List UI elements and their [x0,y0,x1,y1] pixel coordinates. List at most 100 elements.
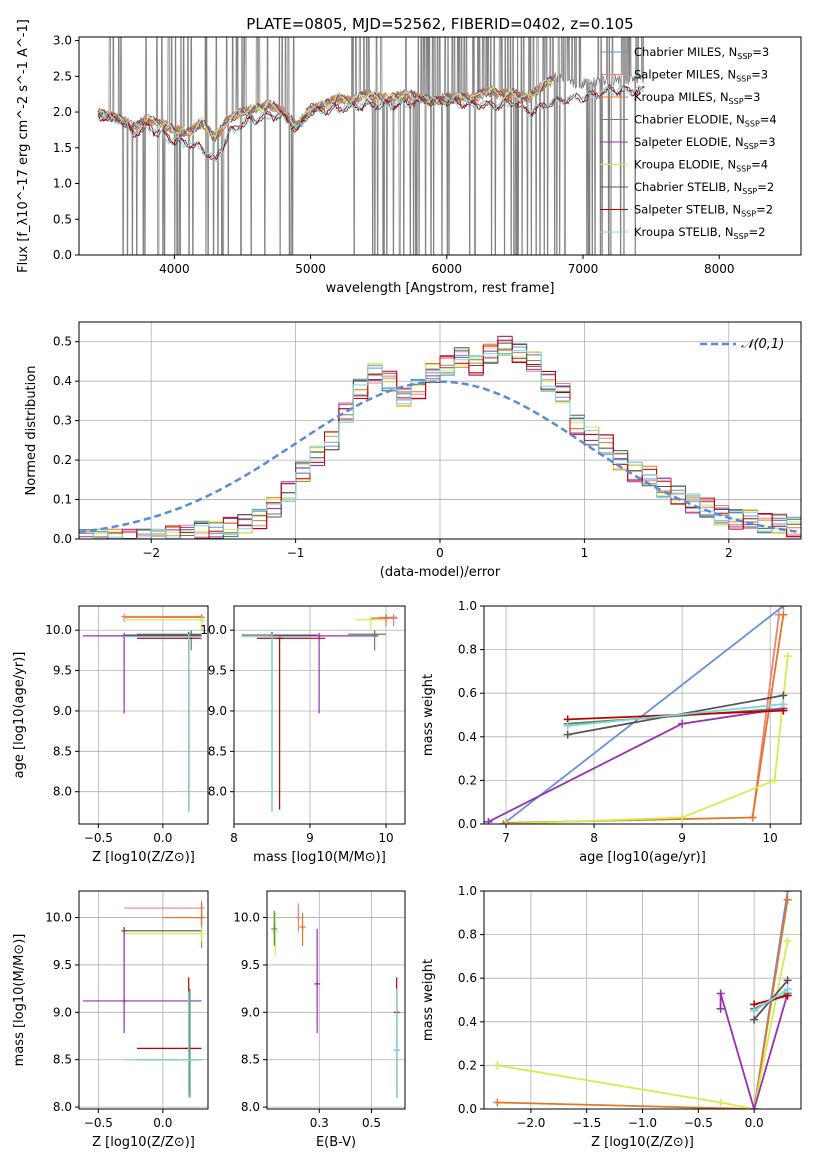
y-tick-label: 9.0 [53,1005,72,1019]
marker-salpeter_miles [295,914,302,921]
marker-kroupa_stelib [185,1056,192,1063]
weight-line-salpeter_elodie [719,993,789,1109]
x-tick-label: 10 [378,831,393,845]
weight-marker-kroupa_elodie [770,776,779,785]
normal-curve [79,380,801,534]
weight-marker-kroupa_stelib [783,985,792,994]
x-tick-label: 0 [436,546,444,560]
legend-label-kroupa_miles: Kroupa MILES, NSSP=3 [634,90,760,106]
y-tick-label: 10.0 [45,911,72,925]
marker-salpeter_miles [390,614,397,621]
histogram-kroupa_stelib [79,350,801,539]
subscript: SSP [741,210,756,219]
weight-marker-chabrier_miles [499,820,508,824]
y-tick-label: 0.4 [458,1015,477,1029]
panel-age_vs_mass: 8 9 10 8.0 8.5 9.0 9.5 10.0 mass [log10(M/M⊙)] [200,605,406,865]
y-tick-label: 2.5 [53,69,72,83]
panel-age_vs_Z: −0.5 0.0 8.0 8.5 9.0 9.5 10.0 Z [log10(Z/Z⊙)] ag… [12,605,209,865]
y-tick-label: 0.8 [458,928,477,942]
marker-kroupa_miles [198,914,205,921]
x-tick-label: −1 [287,546,305,560]
marker-kroupa_elodie [367,616,374,623]
subscript: SSP [742,187,757,196]
weight-line-kroupa_elodie [497,940,789,1109]
y-tick-label: 0.5 [53,212,72,226]
weight-marker-kroupa_miles [748,813,757,822]
weight-marker-kroupa_miles [779,610,788,619]
y-tick-label: 8.5 [53,744,72,758]
legend-value: =2 [757,180,774,194]
y-axis-label: mass weight [421,674,436,756]
weight-marker-kroupa_stelib [750,1006,759,1015]
y-axis-label: Flux [f_λ10^-17 erg cm^-2 s^-1 A^-1] [16,19,31,273]
y-tick-label: 9.5 [241,958,260,972]
x-tick-label: 8000 [704,262,735,276]
weight-line-salpeter_elodie [487,707,784,823]
plot-area-mass_vs_ebv [271,903,400,1098]
weight-marker-salpeter_elodie [716,1004,725,1013]
weight-marker-chabrier_miles [783,891,792,895]
y-tick-label: 1.0 [458,884,477,898]
axes-frame [78,36,802,256]
y-tick-label: 10.0 [45,623,72,637]
y-tick-label: 8.0 [53,785,72,799]
y-axis-label: mass [log10(M/M⊙)] [12,934,27,1067]
y-tick-label: 8.0 [208,785,227,799]
weight-line-chabrier_elodie [567,707,784,725]
subscript: SSP [736,75,751,84]
figure-title: PLATE=0805, MJD=52562, FIBERID=0402, z=0… [246,15,633,33]
weight-marker-kroupa_elodie [716,1098,725,1107]
axes-frame [483,605,802,825]
marker-kroupa_stelib [185,633,192,640]
y-tick-label: 0.5 [53,335,72,349]
x-tick-label: 1 [581,546,589,560]
weight-marker-kroupa_elodie [502,820,511,824]
axes-frame [483,890,802,1110]
y-tick-label: 2.0 [53,105,72,119]
weight-marker-chabrier_stelib [750,1015,759,1024]
x-tick-label: 4000 [159,262,190,276]
panel-spectrum: 4000 5000 6000 7000 8000 0.0 0.5 1.0 1.5 2.0 2.5 3.… [16,19,802,296]
panel-mass_vs_ebv: 0.3 0.5 8.0 8.5 9.0 9.5 10.0 E(B-V) [233,890,406,1150]
weight-marker-chabrier_stelib [563,730,572,739]
weight-marker-kroupa_elodie [678,813,687,822]
model-salpeter_stelib-line [97,85,645,161]
y-tick-label: 0.6 [458,971,477,985]
panel-residuals: −2 −1 0 1 2 0.0 0.1 0.2 0.3 0.4 0.5 (data-model)/er… [24,321,802,580]
y-tick-label: 1.0 [53,177,72,191]
legend-value: =3 [744,90,761,104]
y-tick-label: 9.5 [53,958,72,972]
y-tick-label: 8.5 [53,1053,72,1067]
marker-kroupa_miles [299,924,306,931]
marker-chabrier_elodie [371,631,378,638]
legend-value: =2 [749,225,766,239]
axes-frame [266,890,406,1110]
weight-marker-kroupa_stelib [563,721,572,730]
plot-area-weight_vs_age [484,606,792,824]
x-axis-label: Z [log10(Z/Z⊙)] [92,1135,195,1150]
weight-marker-kroupa_miles [783,895,792,904]
weight-line-kroupa_miles [497,899,789,1109]
legend-value: =4 [760,113,777,127]
legend-label-chabrier_miles: Chabrier MILES, NSSP=3 [634,45,769,61]
marker-salpeter_miles [121,613,128,620]
marker-chabrier_elodie [271,925,278,932]
x-tick-label: −1.0 [628,1116,657,1130]
weight-marker-kroupa_elodie [493,1061,502,1070]
axes-frame [78,890,209,1110]
y-tick-label: 0.2 [458,773,477,787]
plot-area-weight_vs_Z [493,891,792,1109]
x-tick-label: 6000 [432,262,463,276]
weight-marker-chabrier_stelib [779,691,788,700]
x-tick-label: 7 [502,831,510,845]
subscript: SSP [744,142,759,151]
marker-salpeter_elodie [121,632,128,639]
y-tick-label: 9.0 [241,1005,260,1019]
y-axis-label: Normed distribution [24,366,39,496]
x-tick-label: −0.5 [84,1116,113,1130]
observed-spectrum-line [97,37,645,255]
x-axis-label: mass [log10(M/M⊙)] [253,850,386,865]
x-tick-label: 7000 [568,262,599,276]
plot-area-age_vs_Z [82,613,205,812]
